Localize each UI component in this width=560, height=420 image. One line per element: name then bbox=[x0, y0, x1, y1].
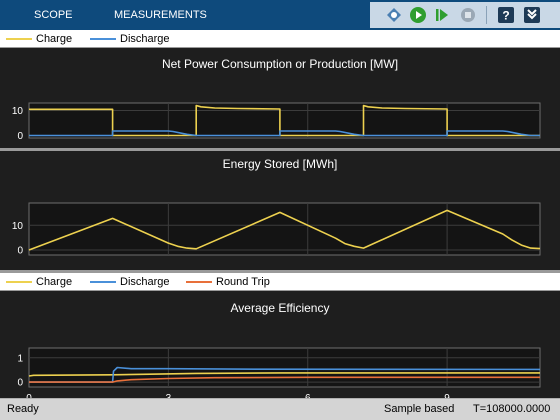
y-tick-label: 1 bbox=[17, 353, 23, 364]
panel-title-energy-stored: Energy Stored [MWh] bbox=[222, 157, 338, 171]
status-simulation-time: T=108000.0000 bbox=[473, 403, 551, 415]
stop-icon[interactable] bbox=[458, 5, 478, 25]
legend-bottom: Charge Discharge Round Trip bbox=[0, 273, 560, 291]
y-tick-label: 0 bbox=[17, 246, 23, 257]
legend-label: Round Trip bbox=[216, 276, 270, 288]
highlight-signal-icon[interactable] bbox=[384, 5, 404, 25]
y-tick-label: 10 bbox=[12, 221, 24, 232]
scope-toolbar: SCOPE MEASUREMENTS ? bbox=[0, 0, 560, 30]
help-icon[interactable]: ? bbox=[496, 5, 516, 25]
status-ready: Ready bbox=[7, 403, 39, 415]
legend-line-charge bbox=[6, 281, 32, 283]
series-line-round-trip bbox=[29, 376, 540, 383]
plot-background bbox=[28, 347, 541, 388]
status-bar: Ready Sample based T=108000.0000 bbox=[0, 398, 560, 420]
legend-label: Charge bbox=[36, 33, 73, 45]
series-line-charge bbox=[28, 372, 540, 377]
plot-background bbox=[28, 202, 541, 256]
series-line-energy-stored bbox=[28, 209, 541, 251]
legend-line-discharge bbox=[90, 38, 116, 40]
legend-label: Discharge bbox=[120, 33, 170, 45]
toolbar-separator bbox=[486, 6, 487, 24]
legend-label: Discharge bbox=[120, 276, 170, 288]
step-forward-icon[interactable] bbox=[432, 5, 452, 25]
toolbar-buttons-panel: ? bbox=[370, 2, 560, 28]
legend-label: Charge bbox=[36, 276, 73, 288]
chart-average-efficiency[interactable]: 010369x104 bbox=[0, 30, 560, 420]
plot-background bbox=[28, 102, 541, 139]
run-icon[interactable] bbox=[408, 5, 428, 25]
y-tick-label: 0 bbox=[17, 378, 23, 389]
panel-title-average-efficiency: Average Efficiency bbox=[230, 301, 330, 315]
tab-scope[interactable]: SCOPE bbox=[34, 9, 73, 21]
legend-line-charge bbox=[6, 38, 32, 40]
y-tick-label: 10 bbox=[12, 106, 24, 117]
legend-line-round-trip bbox=[186, 281, 212, 283]
svg-text:?: ? bbox=[502, 9, 509, 23]
y-tick-label: 0 bbox=[17, 131, 23, 142]
series-line-discharge bbox=[29, 366, 541, 383]
series-line-charge bbox=[29, 104, 540, 137]
legend-top: Charge Discharge bbox=[0, 30, 560, 48]
status-sample-mode: Sample based bbox=[384, 403, 455, 415]
chart-energy-stored[interactable]: 0 10 bbox=[0, 30, 560, 270]
tab-measurements[interactable]: MEASUREMENTS bbox=[114, 9, 207, 21]
panel-divider bbox=[0, 148, 560, 151]
chart-net-power[interactable]: 0 10 bbox=[0, 30, 560, 148]
legend-line-discharge bbox=[90, 281, 116, 283]
series-line-discharge bbox=[29, 130, 540, 137]
panel-title-net-power: Net Power Consumption or Production [MW] bbox=[161, 57, 399, 71]
scope-plot-area: Charge Discharge Net Power Consumption o… bbox=[0, 30, 560, 420]
expand-icon[interactable] bbox=[522, 5, 542, 25]
panel-divider bbox=[0, 270, 560, 273]
